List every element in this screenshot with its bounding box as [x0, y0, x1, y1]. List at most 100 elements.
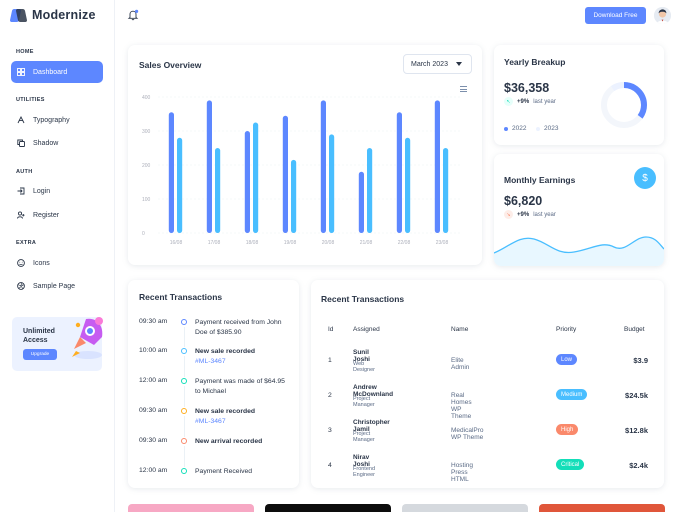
sidebar-item-label: Dashboard [33, 68, 68, 76]
download-free-button[interactable]: Download Free [585, 7, 646, 24]
bar-series-2[interactable] [177, 137, 183, 233]
trend-down-icon: ↘ [504, 210, 513, 219]
logo-icon [9, 8, 28, 22]
timeline-dot-icon [181, 378, 187, 384]
y-tick-label: 400 [142, 95, 151, 101]
timeline-connector [183, 386, 185, 407]
x-tick-label: 20/08 [322, 240, 335, 246]
bar-series-1[interactable] [396, 112, 402, 233]
timeline-dot-icon [181, 348, 187, 354]
legend-label: 2023 [544, 125, 559, 132]
trend-up-icon: ↖ [504, 97, 513, 106]
sidebar-item-login[interactable]: Login [11, 180, 103, 202]
yearly-breakup-value: $36,358 [504, 81, 550, 95]
bar-series-1[interactable] [206, 100, 212, 234]
sidebar-item-register[interactable]: Register [11, 204, 103, 226]
order-link[interactable]: #ML-3467 [195, 358, 226, 365]
cell-assigned-role: Frontend Engineer [353, 466, 376, 478]
x-tick-label: 23/08 [436, 240, 449, 246]
table-title: Recent Transactions [321, 294, 405, 304]
timeline-text: Payment Received [195, 467, 291, 477]
cell-assigned-name: Andrew McDownland [353, 384, 394, 398]
bar-series-2[interactable] [253, 122, 259, 234]
timeline-connector [183, 327, 185, 347]
legend-2023: 2023 [536, 125, 558, 132]
yearly-breakup-title: Yearly Breakup [504, 57, 566, 67]
login-icon [17, 187, 25, 195]
bar-series-1[interactable] [434, 100, 440, 234]
timeline-time: 12:00 am [139, 377, 168, 384]
column-header-name: Name [451, 326, 469, 333]
chart-menu-icon[interactable] [460, 86, 467, 94]
timeline-text: Payment received from John Doe of $385.9… [195, 318, 291, 338]
yearly-donut-chart [601, 82, 647, 128]
timeline-text: Payment was made of $64.95 to Michael [195, 377, 291, 397]
sidebar-item-shadow[interactable]: Shadow [11, 132, 103, 154]
month-select[interactable]: March 2023 [403, 54, 472, 74]
bar-series-2[interactable] [215, 148, 221, 233]
cell-assigned-name: Sunil Joshi [353, 349, 370, 363]
yearly-change-label: last year [533, 98, 556, 105]
sidebar-item-label: Register [33, 211, 60, 219]
chevron-down-icon [456, 62, 462, 66]
bar-series-2[interactable] [291, 159, 297, 233]
sidebar-item-icons[interactable]: Icons [11, 252, 103, 274]
cell-id: 3 [328, 427, 332, 434]
x-tick-label: 16/08 [170, 240, 183, 246]
sidebar: Modernize HOME Dashboard UTILITIES Typog… [0, 0, 115, 512]
sidebar-item-label: Typography [33, 116, 70, 124]
month-select-value: March 2023 [411, 60, 448, 68]
timeline-description: Payment was made of $64.95 to Michael [195, 378, 285, 395]
bar-series-2[interactable] [329, 134, 335, 233]
sidebar-item-dashboard[interactable]: Dashboard [11, 61, 103, 83]
upgrade-button[interactable]: Upgrade [23, 349, 57, 360]
brand-logo[interactable]: Modernize [9, 8, 96, 22]
y-tick-label: 100 [142, 197, 151, 203]
product-card-image[interactable] [402, 504, 528, 512]
column-header-id: Id [328, 326, 334, 333]
sidebar-item-label: Icons [33, 259, 50, 267]
order-link[interactable]: #ML-3467 [195, 418, 226, 425]
bar-series-1[interactable] [282, 115, 288, 233]
cell-id: 4 [328, 462, 332, 469]
cell-id: 2 [328, 392, 332, 399]
timeline-time: 09:30 am [139, 318, 168, 325]
cell-assigned-role: Web Designer [353, 361, 376, 373]
timeline-text: New sale recorded #ML-3467 [195, 407, 291, 427]
brand-name: Modernize [32, 8, 96, 22]
bar-series-1[interactable] [358, 171, 364, 233]
nav-caption-home: HOME [16, 49, 34, 55]
priority-badge: Medium [556, 389, 588, 400]
product-card-image[interactable] [128, 504, 254, 512]
priority-badge: Low [556, 354, 578, 365]
monthly-earnings-card: Monthly Earnings $ $6,820 ↘ +9% last yea… [494, 154, 664, 266]
bar-series-1[interactable] [244, 131, 250, 233]
x-tick-label: 22/08 [398, 240, 411, 246]
column-header-budget: Budget [624, 326, 645, 333]
bar-series-1[interactable] [320, 100, 326, 234]
timeline-time: 10:00 am [139, 347, 168, 354]
notification-bell-icon[interactable] [127, 9, 139, 21]
y-tick-label: 300 [142, 129, 151, 135]
sidebar-item-sample-page[interactable]: Sample Page [11, 275, 103, 297]
bar-series-2[interactable] [443, 148, 449, 233]
legend-2022: 2022 [504, 125, 526, 132]
product-card-image[interactable] [265, 504, 391, 512]
column-header-assigned: Assigned [353, 326, 380, 333]
currency-dollar-icon: $ [634, 167, 656, 189]
timeline-connector [183, 416, 185, 437]
timeline-description: New sale recorded [195, 408, 256, 415]
priority-badge: High [556, 424, 579, 435]
sales-overview-card: Sales Overview March 2023 400 300 200 100 0 1… [128, 45, 482, 265]
bar-series-2[interactable] [367, 148, 373, 233]
yearly-change: ↖ +9% last year [504, 97, 556, 106]
monthly-earnings-title: Monthly Earnings [504, 175, 576, 185]
recent-transactions-table-card: Recent Transactions Id Assigned Name Pri… [311, 280, 664, 488]
user-avatar[interactable] [654, 7, 671, 24]
nav-caption-auth: AUTH [16, 169, 33, 175]
sidebar-item-typography[interactable]: Typography [11, 109, 103, 131]
bar-series-2[interactable] [405, 137, 411, 233]
monthly-change-label: last year [533, 211, 556, 218]
product-card-image[interactable] [539, 504, 665, 512]
bar-series-1[interactable] [168, 112, 174, 233]
